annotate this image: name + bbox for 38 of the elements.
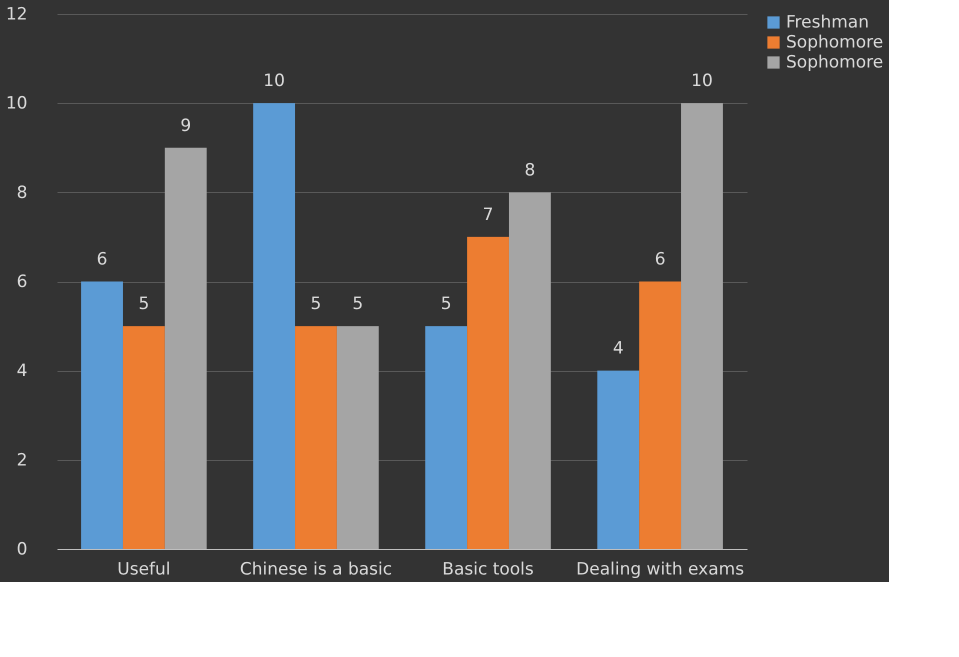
data-label: 7 xyxy=(482,204,494,225)
y-tick-label: 0 xyxy=(16,540,28,560)
legend-label: Sophomore xyxy=(786,52,884,72)
data-label: 5 xyxy=(440,294,452,314)
data-label: 6 xyxy=(96,250,108,270)
data-label: 10 xyxy=(263,71,285,92)
bar xyxy=(253,103,296,549)
bar xyxy=(508,192,551,549)
data-label: 4 xyxy=(612,338,624,359)
legend-label: Sophomore xyxy=(786,32,884,52)
bar xyxy=(295,326,337,549)
legend-label: Freshman xyxy=(786,12,869,32)
y-tick-label: 12 xyxy=(6,4,28,24)
y-tick-label: 8 xyxy=(16,182,28,203)
data-label: 5 xyxy=(310,294,322,314)
bar xyxy=(597,370,640,549)
y-tick-label: 10 xyxy=(6,94,28,114)
data-label: 5 xyxy=(352,294,364,314)
data-label: 5 xyxy=(138,294,150,314)
bar xyxy=(681,103,723,549)
y-tick-label: 6 xyxy=(16,272,28,292)
data-label: 6 xyxy=(654,250,666,270)
x-tick-label: Dealing with exams xyxy=(576,560,744,580)
bar xyxy=(122,326,165,549)
bar xyxy=(81,282,123,549)
x-tick-label: Basic tools xyxy=(442,560,534,580)
x-tick-label: Chinese is a basic xyxy=(240,560,392,580)
bar xyxy=(336,326,379,549)
data-label: 8 xyxy=(524,160,536,180)
x-tick-label: Useful xyxy=(117,560,171,580)
bar xyxy=(164,148,207,549)
y-tick-label: 2 xyxy=(16,450,28,470)
data-label: 9 xyxy=(180,116,192,136)
bar xyxy=(467,236,509,549)
bar xyxy=(425,326,468,549)
bar xyxy=(639,282,682,549)
y-tick-label: 4 xyxy=(16,361,28,382)
data-label: 10 xyxy=(691,71,713,92)
